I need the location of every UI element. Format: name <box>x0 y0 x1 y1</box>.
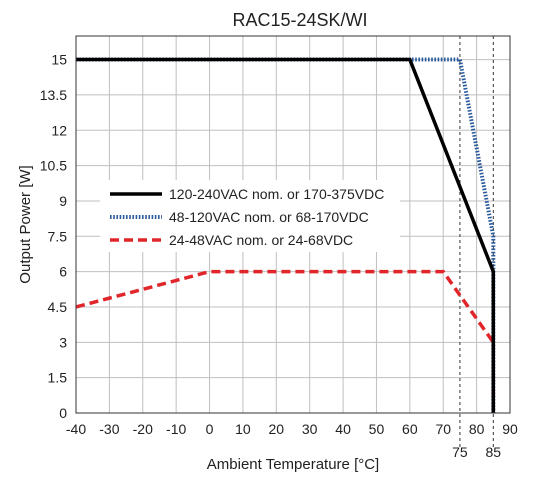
y-tick-label: 12 <box>51 122 67 138</box>
legend-label-2: 24-48VAC nom. or 24-68VDC <box>169 232 353 248</box>
y-tick-label: 3 <box>59 334 67 350</box>
x-tick-label: -30 <box>99 421 119 437</box>
x-tick-label: 0 <box>206 421 214 437</box>
x-tick-label: -40 <box>66 421 86 437</box>
y-axis-label: Output Power [W] <box>17 165 34 283</box>
y-tick-label: 15 <box>51 52 67 68</box>
plot-frame <box>75 35 511 414</box>
chart-title: RAC15-24SK/WI <box>232 10 367 30</box>
x-tick-label: 50 <box>369 421 385 437</box>
x-tick-label: 30 <box>302 421 318 437</box>
y-tick-label: 4.5 <box>48 299 68 315</box>
y-tick-label: 9 <box>59 193 67 209</box>
legend-label-1: 48-120VAC nom. or 68-170VDC <box>169 209 369 225</box>
y-tick-label: 0 <box>59 405 67 421</box>
axis-layer: -40 -30 -20 -10 0 10 20 30 40 50 60 70 80 90 75 85 0 1.5 3… <box>40 35 518 460</box>
x-tick-label: -20 <box>133 421 153 437</box>
y-tick-label: 13.5 <box>40 87 67 103</box>
series-layer <box>75 57 496 413</box>
y-tick-label: 6 <box>59 264 67 280</box>
x-tick-label: 80 <box>469 421 485 437</box>
y-tick-label: 7.5 <box>48 228 68 244</box>
x-tick-label: 20 <box>269 421 285 437</box>
legend: 120-240VAC nom. or 170-375VDC 48-120VAC n… <box>100 180 400 252</box>
x-tick-label-extra: 75 <box>452 444 468 460</box>
x-tick-label: 90 <box>502 421 518 437</box>
x-tick-label: -10 <box>166 421 186 437</box>
x-tick-label-extra: 85 <box>486 444 502 460</box>
series-line-1 <box>76 57 496 413</box>
x-tick-label: 70 <box>435 421 451 437</box>
x-tick-label: 40 <box>335 421 351 437</box>
legend-label-0: 120-240VAC nom. or 170-375VDC <box>169 186 384 202</box>
series-line-0 <box>76 57 496 413</box>
x-tick-label: 10 <box>235 421 251 437</box>
y-tick-label: 10.5 <box>40 158 67 174</box>
y-tick-label: 1.5 <box>48 370 68 386</box>
x-tick-label: 60 <box>402 421 418 437</box>
x-axis-label: Ambient Temperature [°C] <box>207 456 379 473</box>
